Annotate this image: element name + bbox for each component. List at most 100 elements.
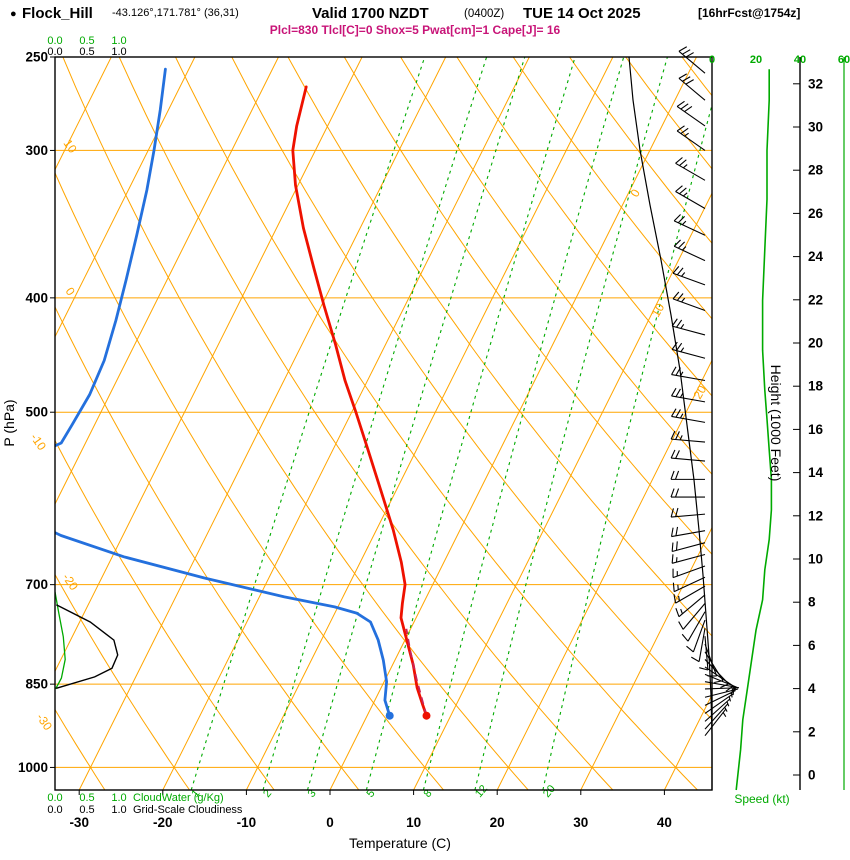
pressure-tick-label: 700 [25, 577, 48, 592]
wind-barb-feather [675, 157, 683, 164]
dry-adiabat-line [287, 57, 712, 637]
wind-barb-staff [672, 553, 706, 564]
wind-barb-staff [675, 162, 706, 181]
wind-barb [671, 553, 706, 564]
height-tick-label: 30 [808, 120, 823, 135]
wind-barb [681, 611, 706, 642]
temperature-tick-label: 30 [573, 815, 588, 830]
mixing-ratio-line [306, 57, 526, 790]
wind-barb-staff [672, 325, 706, 336]
dry-adiabat-line [343, 57, 712, 556]
wind-barb-feather [677, 216, 686, 224]
pressure-axis-title: P (hPa) [1, 399, 17, 446]
dry-adiabat-line [118, 57, 614, 790]
isotherm-line [329, 57, 697, 790]
cloudiness-scale-bottom-label: 0.0 [47, 804, 62, 816]
cloudwater-scale-top-label: 1.0 [111, 35, 126, 47]
wind-barb-feather [686, 645, 694, 653]
wind-barb-feather [670, 449, 676, 459]
wind-barb-feather [675, 450, 680, 459]
wind-barb-staff [676, 130, 706, 151]
cloudiness-scale-top-label: 0.5 [79, 46, 94, 58]
wind-barb-feather [673, 239, 681, 247]
wind-barb-feather [670, 488, 675, 498]
wind-barb [704, 703, 729, 730]
dry-adiabat-line [55, 305, 360, 790]
wind-barb-half-feather [679, 413, 684, 419]
speed-tick-label: 40 [794, 54, 806, 66]
wind-barb-feather [676, 293, 684, 301]
wind-barb [675, 594, 706, 618]
wind-barb-staff [671, 513, 706, 518]
cloudiness-axis-title: Grid-Scale Cloudiness [133, 804, 243, 816]
height-tick-label: 10 [808, 552, 823, 567]
wind-barb-feather [676, 100, 685, 107]
isotherm-line [413, 192, 712, 790]
wind-barb [676, 100, 706, 127]
wind-barb-half-feather [681, 297, 686, 303]
wind-barb [670, 430, 706, 443]
wind-barb-feather [691, 656, 700, 663]
wind-barb-half-feather [682, 164, 688, 169]
wind-barb-half-feather [681, 246, 687, 251]
pressure-tick-label: 250 [25, 50, 48, 65]
wind-barb-feather [672, 291, 680, 300]
wind-barb-staff [704, 673, 737, 688]
wind-barb-half-feather [679, 392, 684, 398]
wind-barb [673, 585, 706, 604]
height-tick-label: 16 [808, 422, 824, 437]
wind-barb-staff [672, 348, 706, 359]
wind-barb [678, 602, 706, 630]
wind-barb-staff [671, 374, 706, 382]
wind-barb-half-feather [680, 324, 685, 329]
cloudwater-axis-title: CloudWater (g/Kg) [133, 792, 224, 804]
wind-barb [673, 239, 706, 262]
wind-barb-staff [704, 687, 739, 690]
height-tick-label: 0 [808, 768, 816, 783]
dry-adiabat-line [456, 57, 712, 397]
wind-barb-feather [671, 318, 678, 327]
temperature-tick-label: 20 [490, 815, 505, 830]
pressure-tick-label: 1000 [18, 760, 48, 775]
wind-barb-feather [699, 667, 709, 671]
wind-barb-staff [704, 690, 736, 706]
wind-barb-feather [675, 507, 679, 517]
wind-barb-feather [671, 341, 678, 350]
wind-barb-staff [704, 688, 739, 698]
valid-utc: (0400Z) [464, 8, 504, 20]
wind-barb-feather [674, 488, 680, 498]
dewpoint-curve [55, 67, 392, 718]
wind-barb-staff [676, 105, 706, 127]
mixing-ratio-line [474, 57, 668, 790]
dry-adiabat-line [231, 57, 712, 721]
station-name: Flock_Hill [22, 5, 93, 22]
station-coords: -43.126°,171.781° (36,31) [112, 7, 239, 19]
wind-barb-half-feather [679, 371, 684, 377]
dry-adiabat-line [681, 57, 712, 97]
dry-adiabat-line [55, 573, 191, 790]
dry-adiabat-line [55, 439, 275, 790]
wind-barb [670, 526, 706, 538]
cloudwater-scale-bottom-label: 0.0 [47, 792, 62, 804]
cloudiness-scale-top-label: 1.0 [111, 46, 126, 58]
wind-barb-feather [675, 526, 679, 536]
wind-barb [671, 387, 706, 403]
speed-tick-label: 0 [709, 54, 715, 66]
wind-barb-feather [671, 408, 677, 417]
wind-barb-feather [673, 594, 677, 604]
wind-barb-half-feather [684, 132, 689, 137]
wind-barb-half-feather [722, 712, 727, 718]
isotherm-line [55, 57, 196, 338]
wind-barb-staff [704, 666, 734, 687]
wind-barb [672, 576, 706, 593]
wind-barb-feather [675, 608, 680, 617]
wind-barb-staff [704, 698, 731, 722]
dry-adiabat-line [55, 171, 444, 790]
wind-barb-staff [678, 594, 706, 618]
temperature-axis-title: Temperature (C) [349, 835, 451, 851]
surface-temperature-dot [422, 711, 431, 720]
wind-barb [678, 73, 706, 101]
wind-barb-staff [687, 611, 706, 642]
dry-adiabat-line [62, 57, 529, 790]
